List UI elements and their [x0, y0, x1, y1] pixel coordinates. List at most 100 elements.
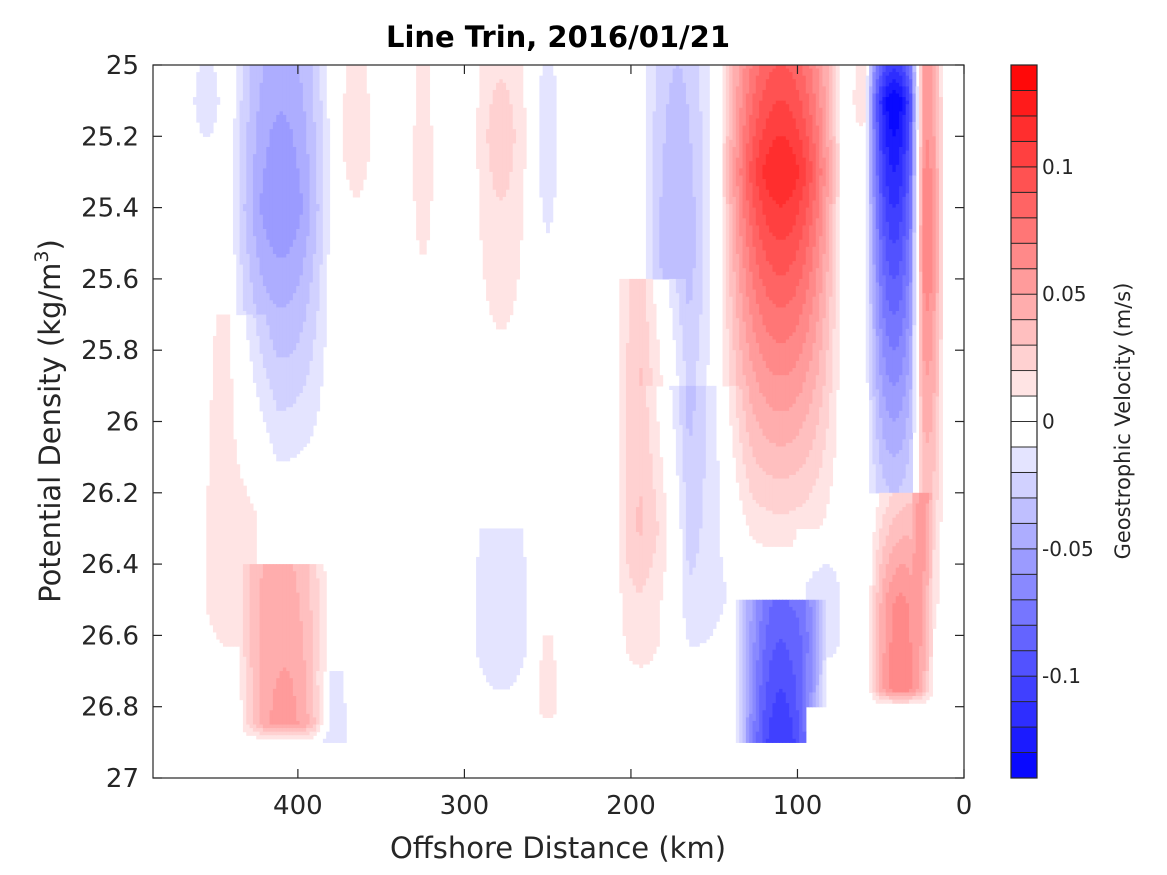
- contour-cell: [489, 104, 494, 173]
- contour-cell: [769, 606, 774, 661]
- contour-cell: [286, 407, 291, 462]
- colorbar-tick-label: -0.1: [1042, 664, 1081, 688]
- contour-cell: [739, 599, 744, 743]
- contour-cell: [292, 239, 297, 294]
- contour-cell: [269, 129, 274, 248]
- contour-cell: [685, 560, 690, 640]
- contour-cell: [889, 453, 893, 494]
- contour-cell: [772, 514, 777, 547]
- contour-cell: [812, 343, 817, 391]
- contour-cell: [889, 642, 893, 690]
- contour-cell: [765, 738, 770, 743]
- contour-cell: [296, 592, 301, 722]
- colorbar-level: [1010, 217, 1038, 244]
- contour-cell: [779, 343, 784, 376]
- contour-cell: [296, 564, 301, 594]
- contour-cell: [695, 553, 700, 647]
- colorbar-level: [1010, 599, 1038, 626]
- contour-cell: [892, 68, 897, 80]
- contour-cell: [272, 564, 277, 690]
- colorbar-level: [1010, 166, 1038, 193]
- contour-cell: [895, 382, 900, 419]
- contour-cell: [815, 68, 820, 127]
- contour-cell: [829, 204, 834, 298]
- contour-cell: [809, 68, 814, 116]
- contour-cell: [812, 65, 817, 95]
- contour-cell: [652, 303, 657, 490]
- contour-cell: [289, 129, 294, 248]
- contour-cell: [779, 478, 784, 515]
- contour-cell: [752, 599, 757, 644]
- contour-cell: [232, 439, 237, 647]
- contour-cell: [799, 139, 804, 202]
- contour-cell: [909, 574, 913, 644]
- contour-cell: [782, 136, 787, 205]
- contour-cell: [875, 592, 880, 694]
- contour-cell: [895, 542, 900, 569]
- contour-cell: [316, 204, 321, 212]
- contour-cell: [822, 318, 827, 387]
- contour-cell: [689, 65, 694, 145]
- contour-cell: [809, 271, 814, 316]
- contour-cell: [889, 164, 893, 205]
- contour-cell: [919, 646, 923, 694]
- contour-cell: [769, 335, 774, 373]
- contour-cell: [812, 485, 817, 530]
- contour-cell: [892, 696, 897, 701]
- contour-cell: [815, 599, 820, 686]
- contour-cell: [905, 239, 910, 287]
- contour-cell: [899, 186, 903, 223]
- contour-cell: [885, 450, 890, 487]
- contour-cell: [805, 332, 810, 373]
- contour-cell: [792, 510, 797, 540]
- contour-cell: [755, 157, 760, 187]
- contour-cell: [789, 146, 794, 198]
- contour-cell: [502, 82, 507, 198]
- contour-cell: [655, 65, 660, 280]
- y-tick-label: 25.4: [81, 194, 139, 224]
- contour-cell: [296, 728, 301, 733]
- contour-cell: [692, 65, 697, 198]
- contour-cell: [312, 717, 317, 726]
- contour-cell: [239, 65, 244, 102]
- contour-cell: [749, 68, 754, 116]
- contour-cell: [869, 400, 874, 494]
- contour-cell: [302, 257, 307, 323]
- contour-cell: [262, 314, 267, 369]
- contour-cell: [286, 731, 291, 736]
- contour-cell: [789, 264, 794, 301]
- contour-cell: [862, 65, 867, 123]
- contour-cell: [759, 239, 764, 280]
- contour-cell: [319, 100, 324, 266]
- contour-cell: [775, 375, 780, 412]
- contour-cell: [735, 417, 740, 483]
- contour-cell: [635, 592, 640, 665]
- contour-cell: [935, 168, 940, 294]
- contour-cell: [765, 439, 770, 476]
- contour-cell: [252, 236, 257, 305]
- contour-cell: [799, 200, 804, 241]
- contour-cell: [256, 335, 261, 398]
- contour-cell: [759, 621, 764, 686]
- contour-cell: [835, 581, 840, 647]
- contour-cell: [875, 389, 880, 440]
- contour-cell: [802, 303, 807, 344]
- contour-cell: [685, 303, 690, 387]
- contour-cell: [775, 514, 780, 547]
- contour-cell: [912, 696, 917, 701]
- contour-cell: [685, 65, 690, 105]
- contour-cell: [885, 375, 890, 412]
- contour-cell: [755, 599, 760, 661]
- contour-cell: [339, 671, 344, 743]
- contour-cell: [745, 432, 750, 480]
- contour-cell: [629, 278, 634, 579]
- contour-cell: [772, 599, 777, 651]
- contour-cell: [899, 75, 903, 87]
- contour-cell: [909, 642, 913, 690]
- contour-cell: [915, 492, 920, 505]
- contour-cell: [809, 182, 814, 227]
- contour-cell: [479, 528, 484, 669]
- contour-cell: [306, 713, 311, 726]
- x-axis: 400 300 200 100 0: [273, 65, 972, 821]
- contour-cell: [875, 228, 880, 284]
